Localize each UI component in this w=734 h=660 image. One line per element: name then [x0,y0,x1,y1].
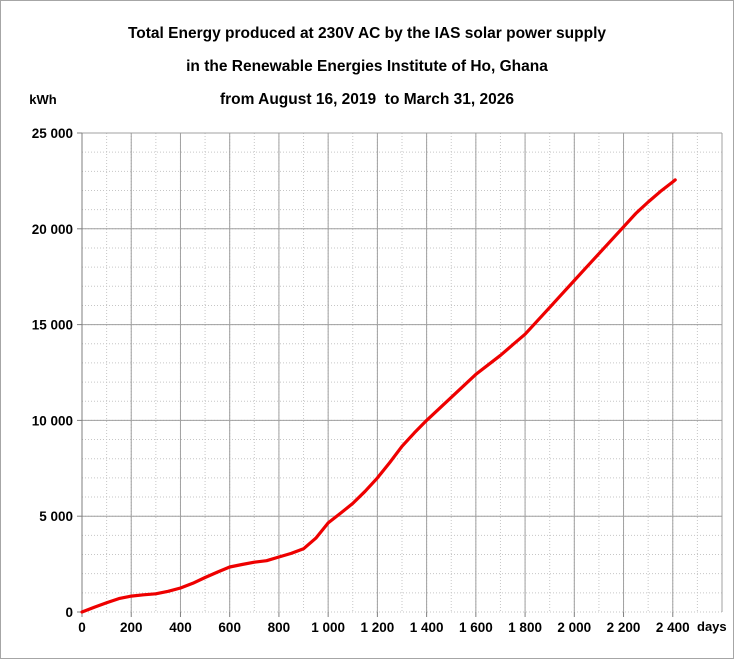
x-tick-label: 1 800 [508,620,542,635]
x-tick-label: 2 400 [656,620,690,635]
chart-title: Total Energy produced at 230V AC by the … [1,17,733,116]
y-tick-label: 20 000 [32,222,73,237]
cumulative-energy-kwh-line [80,178,677,614]
y-axis-unit-label: kWh [29,92,57,107]
x-tick-label: 2 000 [557,620,591,635]
x-tick-label: 600 [218,620,241,635]
y-tick-label: 0 [65,605,73,620]
x-tick-label: 800 [268,620,291,635]
x-tick-label: 1 400 [410,620,444,635]
y-tick-label: 10 000 [32,413,73,428]
x-tick-label: 1 600 [459,620,493,635]
x-tick-label: 0 [78,620,86,635]
chart-title-line3: from August 16, 2019 to March 31, 2026 [219,91,515,108]
x-tick-label: 1 200 [360,620,394,635]
x-tick-label: 400 [169,620,192,635]
x-tick-label: 1 000 [311,620,345,635]
chart-title-line2: in the Renewable Energies Institute of H… [186,58,548,75]
x-tick-label: 200 [120,620,143,635]
y-tick-label: 5 000 [39,509,73,524]
x-tick-label: 2 200 [607,620,641,635]
y-tick-label: 25 000 [32,126,73,141]
y-tick-label: 15 000 [32,318,73,333]
chart-title-line1: Total Energy produced at 230V AC by the … [127,25,607,42]
x-axis-unit-label: days [697,619,727,634]
